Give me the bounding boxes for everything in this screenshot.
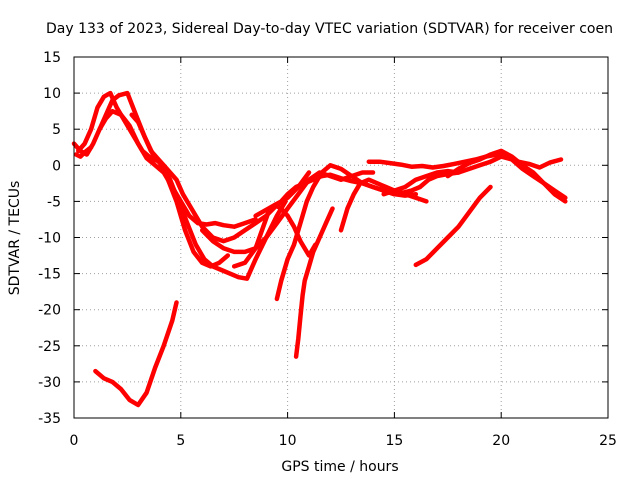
grid-layer: [74, 57, 608, 418]
series-arc-3: [97, 90, 288, 281]
y-tick-label: -30: [38, 375, 61, 391]
x-tick-label: 0: [70, 433, 79, 449]
x-tick-label: 10: [279, 433, 297, 449]
y-tick-label: 5: [52, 122, 61, 138]
y-tick-label: 15: [43, 50, 61, 66]
x-axis-label: GPS time / hours: [281, 459, 398, 475]
y-tick-label: 0: [52, 158, 61, 174]
y-tick-label: -20: [38, 303, 61, 319]
y-axis-label: SDTVAR / TECUs: [7, 181, 23, 296]
series-arc-6: [231, 202, 318, 269]
series-layer: [71, 90, 568, 408]
y-tick-label: -15: [38, 267, 61, 283]
x-tick-label: 25: [599, 433, 617, 449]
series-arc-14: [445, 148, 568, 204]
series-arc-1: [71, 108, 258, 229]
y-tick-label: -35: [38, 411, 61, 427]
series-arc-2: [76, 90, 231, 269]
series-arc-13: [413, 184, 493, 268]
series-arc-16: [73, 145, 94, 159]
series-arc-15: [93, 300, 179, 408]
x-tick-label: 20: [492, 433, 510, 449]
tick-layer: 0 5 10 15 20 25 -35 -30 -25 -20 -15 -10 -5 0 5 10 15: [38, 50, 617, 449]
series-arc-11: [366, 152, 564, 170]
x-tick-label: 15: [385, 433, 403, 449]
chart-title: Day 133 of 2023, Sidereal Day-to-day VTE…: [46, 21, 613, 37]
series-arc-9: [293, 206, 335, 359]
y-tick-label: -25: [38, 339, 61, 355]
y-tick-label: -5: [47, 194, 61, 210]
y-tick-label: -10: [38, 231, 61, 247]
y-tick-label: 10: [43, 86, 61, 102]
series-arc-8: [274, 163, 429, 302]
x-tick-label: 5: [176, 433, 185, 449]
